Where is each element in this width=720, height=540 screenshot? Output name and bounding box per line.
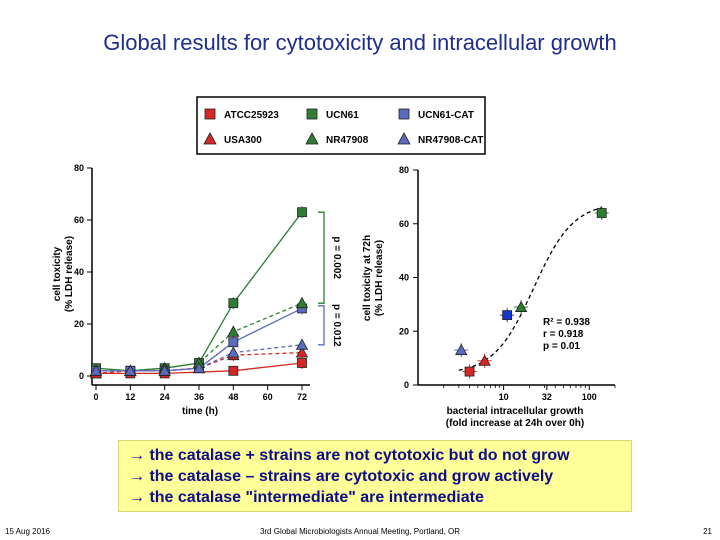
time-course-xtick-label: 36 (194, 392, 204, 402)
point-ucn61 (596, 208, 607, 218)
conclusion-3: → the catalase "intermediate" are interm… (129, 489, 484, 506)
legend-box (196, 96, 486, 155)
point-nr47908 (295, 296, 309, 309)
time-course-ytick-label: 40 (74, 267, 84, 277)
legend-marker-nr47908 (305, 132, 319, 145)
time-course-chart: 0 20 40 60 80 0 12 24 36 48 60 72 p = 0.002 p = 0.01… (52, 163, 342, 417)
fit-statistic: p = 0.01 (543, 341, 580, 352)
conclusion-2: → the catalase – strains are cytotoxic a… (129, 468, 554, 485)
footer-date: 15 Aug 2016 (5, 527, 50, 536)
fit-statistic: R² = 0.938 (543, 317, 590, 328)
point-ucn61 (228, 298, 239, 309)
legend-marker-ucn61 (306, 108, 318, 120)
conclusions-box: → the catalase + strains are not cytotox… (118, 440, 632, 512)
point-atcc25923 (228, 365, 239, 376)
footer-page: 21 (703, 527, 712, 536)
time-course-xtick-label: 24 (160, 392, 170, 402)
time-course-ylabel-line1: cell toxicity (52, 246, 63, 301)
point-ucn61-cat (502, 310, 513, 321)
time-course-xlabel: time (h) (182, 406, 218, 417)
point-nr47908-cat (455, 343, 468, 355)
correlation-xtick-label: 100 (582, 392, 597, 402)
time-course-xtick-label: 48 (228, 392, 238, 402)
correlation-xlabel-line1: bacterial intracellular growth (447, 406, 584, 417)
legend-label-ucn61: UCN61 (326, 110, 359, 121)
correlation-xlabel-line2: (fold increase at 24h over 0h) (446, 418, 584, 429)
significance-label: p = 0.002 (331, 236, 342, 279)
significance-label: p = 0.012 (331, 304, 342, 347)
point-atcc25923 (297, 358, 307, 368)
time-course-ytick-label: 0 (79, 371, 84, 381)
slide-title: Global results for cytotoxicity and intr… (103, 30, 617, 55)
time-course-ytick-label: 20 (74, 319, 84, 329)
point-nr47908-cat (89, 364, 103, 376)
legend-marker-ucn61-cat (398, 108, 410, 120)
legend-marker-nr47908-cat (397, 132, 411, 145)
point-atcc25923 (464, 366, 475, 377)
correlation-ylabel-line2: (% LDH release) (374, 240, 385, 316)
series-line-nr47908-cat (96, 344, 303, 372)
time-course-ytick-label: 80 (74, 163, 84, 173)
correlation-ylabel-line1: cell toxicity at 72h (362, 235, 373, 321)
point-ucn61-cat (228, 337, 239, 348)
legend-marker-usa300 (203, 132, 217, 145)
legend-label-atcc25923: ATCC25923 (224, 110, 279, 121)
point-usa300 (478, 354, 491, 366)
legend-marker-atcc25923 (204, 108, 216, 120)
conclusion-1: → the catalase + strains are not cytotox… (129, 447, 570, 464)
time-course-xtick-label: 0 (93, 392, 98, 402)
point-nr47908-cat (124, 364, 137, 376)
fit-curve (458, 207, 602, 371)
legend-label-usa300: USA300 (224, 135, 262, 146)
point-ucn61 (297, 207, 307, 218)
correlation-xtick-label: 32 (542, 392, 552, 402)
time-course-xtick-label: 60 (263, 392, 273, 402)
time-course-ylabel-line2: (% LDH release) (64, 236, 75, 312)
point-nr47908-cat (295, 338, 309, 350)
time-course-plot-area (92, 168, 310, 376)
significance-bracket (318, 305, 325, 346)
correlation-ytick-label: 0 (404, 380, 409, 390)
point-nr47908-cat (158, 364, 171, 376)
point-nr47908-cat (227, 346, 240, 358)
legend-label-nr47908-cat: NR47908-CAT (418, 135, 483, 146)
legend-label-nr47908: NR47908 (326, 135, 369, 146)
point-nr47908 (514, 300, 528, 312)
correlation-ytick-label: 60 (399, 219, 409, 229)
point-nr47908 (227, 325, 240, 337)
footer-meeting: 3rd Global Microbiologists Annual Meetin… (259, 527, 461, 536)
fit-statistic: r = 0.918 (543, 329, 584, 340)
correlation-ytick-label: 80 (399, 165, 409, 175)
legend: ATCC25923 UCN61 UCN61-CAT USA300 NR47908 NR47… (196, 96, 486, 155)
time-course-xtick-label: 12 (125, 392, 135, 402)
significance-bracket (318, 211, 325, 304)
time-course-ytick-label: 60 (74, 215, 84, 225)
time-course-xtick-label: 72 (297, 392, 307, 402)
correlation-ytick-label: 20 (399, 326, 409, 336)
correlation-ytick-label: 40 (399, 273, 409, 283)
correlation-xtick-label: 10 (499, 392, 509, 402)
legend-label-ucn61-cat: UCN61-CAT (418, 110, 474, 121)
point-usa300 (295, 346, 309, 358)
point-nr47908-cat (192, 361, 206, 374)
